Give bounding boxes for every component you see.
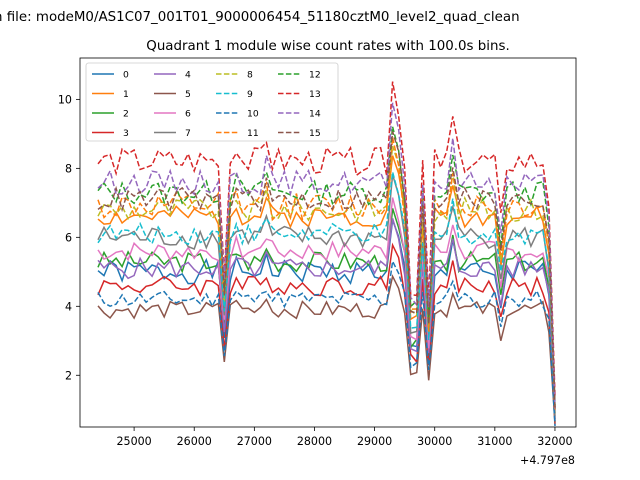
series-layer — [97, 81, 556, 427]
x-tick-label: 28000 — [297, 435, 332, 448]
x-tick-label: 32000 — [537, 435, 572, 448]
series-line-8 — [97, 145, 556, 409]
y-tick-label: 8 — [65, 162, 72, 175]
legend-label: 12 — [309, 70, 321, 81]
series-line-13 — [97, 81, 556, 396]
series-line-0 — [97, 219, 556, 422]
legend-label: 10 — [247, 109, 259, 120]
y-tick-label: 10 — [58, 93, 72, 106]
legend-label: 6 — [185, 109, 191, 120]
legend-label: 2 — [123, 109, 129, 120]
series-line-4 — [97, 218, 556, 420]
figure-suptitle: n file: modeM0/AS1C07_001T01_9000006454_… — [0, 10, 520, 25]
series-line-6 — [97, 197, 556, 411]
x-tick-label: 27000 — [237, 435, 272, 448]
legend-label: 5 — [185, 89, 191, 100]
y-tick-label: 6 — [65, 231, 72, 244]
legend-label: 8 — [247, 70, 253, 81]
legend-label: 9 — [247, 89, 253, 100]
series-line-14 — [97, 102, 556, 409]
series-line-15 — [97, 131, 556, 408]
plot-area: 25000 26000 27000 28000 29000 30000 31000 32000… — [58, 57, 577, 448]
series-line-9 — [97, 171, 556, 410]
legend-label: 4 — [185, 70, 191, 81]
legend-label: 0 — [123, 70, 129, 81]
x-offset-label: +4.797e8 — [520, 454, 575, 467]
x-tick-label: 25000 — [116, 435, 151, 448]
legend-label: 7 — [185, 128, 191, 139]
x-tick-label: 29000 — [357, 435, 392, 448]
legend-label: 13 — [309, 89, 321, 100]
x-tick-label: 26000 — [177, 435, 212, 448]
series-line-3 — [97, 242, 556, 425]
x-tick-label: 30000 — [417, 435, 452, 448]
legend-label: 3 — [123, 128, 129, 139]
series-line-11 — [97, 137, 556, 411]
y-axis: 2 4 6 8 10 — [58, 93, 80, 382]
legend-label: 15 — [309, 128, 321, 139]
legend-label: 1 — [123, 89, 129, 100]
y-tick-label: 2 — [65, 369, 72, 382]
legend-box — [85, 62, 339, 142]
x-axis: 25000 26000 27000 28000 29000 30000 31000 32000 — [116, 427, 573, 448]
series-line-1 — [97, 155, 556, 410]
legend-label: 14 — [309, 109, 321, 120]
axes-frame — [79, 57, 577, 428]
x-tick-label: 31000 — [477, 435, 512, 448]
chart-title: Quadrant 1 module wise count rates with … — [146, 39, 509, 54]
series-line-5 — [97, 274, 556, 423]
y-tick-label: 4 — [65, 300, 72, 313]
legend-label: 11 — [247, 128, 259, 139]
